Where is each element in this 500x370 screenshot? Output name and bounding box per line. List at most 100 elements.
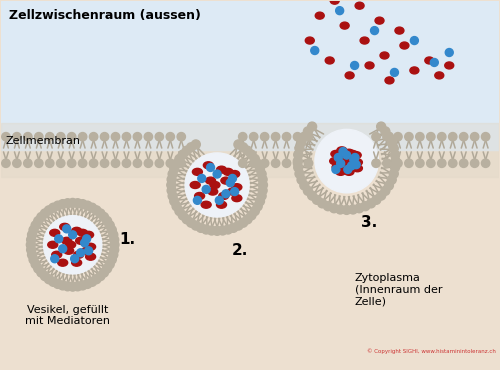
Circle shape [177,132,186,141]
Ellipse shape [346,155,356,162]
Circle shape [76,249,84,257]
Circle shape [294,150,302,159]
Circle shape [90,132,98,141]
Circle shape [243,215,252,224]
Circle shape [366,199,376,208]
Circle shape [2,132,10,141]
Ellipse shape [66,241,76,248]
Text: © Copyright SIGHI, www.histaminintoleranz.ch: © Copyright SIGHI, www.histaminintoleran… [367,349,496,354]
Circle shape [83,201,92,210]
Circle shape [78,200,87,209]
Circle shape [294,163,302,172]
Circle shape [388,138,396,147]
Circle shape [63,282,72,291]
Circle shape [257,192,266,201]
Circle shape [175,155,184,164]
Circle shape [390,150,400,159]
Ellipse shape [232,195,242,202]
Ellipse shape [210,182,220,188]
Circle shape [384,132,394,141]
Circle shape [206,164,214,171]
Ellipse shape [194,192,204,199]
Circle shape [336,7,344,15]
Circle shape [355,204,364,213]
Circle shape [109,230,118,239]
Circle shape [48,203,58,212]
Circle shape [238,143,248,152]
Circle shape [56,159,65,168]
Circle shape [34,159,43,168]
Circle shape [394,159,402,168]
Circle shape [182,215,191,224]
Ellipse shape [52,251,62,258]
Circle shape [100,268,108,277]
Ellipse shape [206,177,216,184]
Circle shape [339,148,347,155]
Circle shape [78,132,87,141]
Circle shape [54,201,62,210]
Circle shape [68,159,76,168]
Circle shape [336,159,344,168]
Circle shape [51,255,59,263]
Circle shape [48,278,58,286]
Circle shape [212,226,222,235]
Circle shape [304,159,312,168]
Circle shape [318,199,326,208]
Circle shape [426,132,435,141]
Circle shape [166,132,174,141]
Ellipse shape [72,227,82,234]
Circle shape [256,197,264,206]
Ellipse shape [352,165,362,172]
Circle shape [68,231,76,239]
Circle shape [202,185,210,194]
Circle shape [54,235,62,243]
Ellipse shape [344,149,354,156]
Ellipse shape [58,259,68,266]
Circle shape [166,159,174,168]
Circle shape [216,196,224,204]
Circle shape [336,205,344,214]
Ellipse shape [348,151,358,157]
Circle shape [311,47,318,54]
Circle shape [110,235,118,244]
Circle shape [352,161,360,169]
Circle shape [108,225,116,235]
Circle shape [304,127,312,136]
Circle shape [26,245,36,254]
Circle shape [260,159,269,168]
Circle shape [260,132,269,141]
Ellipse shape [60,223,70,231]
Circle shape [96,209,105,218]
Circle shape [63,199,72,208]
Circle shape [167,186,176,195]
Circle shape [92,275,101,284]
Circle shape [304,132,312,141]
Ellipse shape [345,72,354,79]
Circle shape [247,150,256,159]
Circle shape [226,179,234,187]
Circle shape [46,132,54,141]
Ellipse shape [340,22,349,29]
Circle shape [213,170,221,178]
Ellipse shape [190,182,200,188]
Circle shape [26,235,36,244]
Circle shape [133,132,141,141]
Bar [1,1,499,150]
Circle shape [250,155,260,164]
Circle shape [172,159,181,168]
Circle shape [112,132,120,141]
Circle shape [105,260,114,269]
Circle shape [342,205,351,214]
Ellipse shape [400,42,409,49]
Circle shape [102,264,112,273]
Circle shape [198,174,206,182]
Circle shape [448,132,457,141]
Circle shape [295,169,304,178]
Ellipse shape [86,253,96,260]
Circle shape [334,154,342,161]
Circle shape [62,225,70,233]
Circle shape [112,159,120,168]
Ellipse shape [435,72,444,79]
Circle shape [102,216,112,225]
Circle shape [100,132,108,141]
